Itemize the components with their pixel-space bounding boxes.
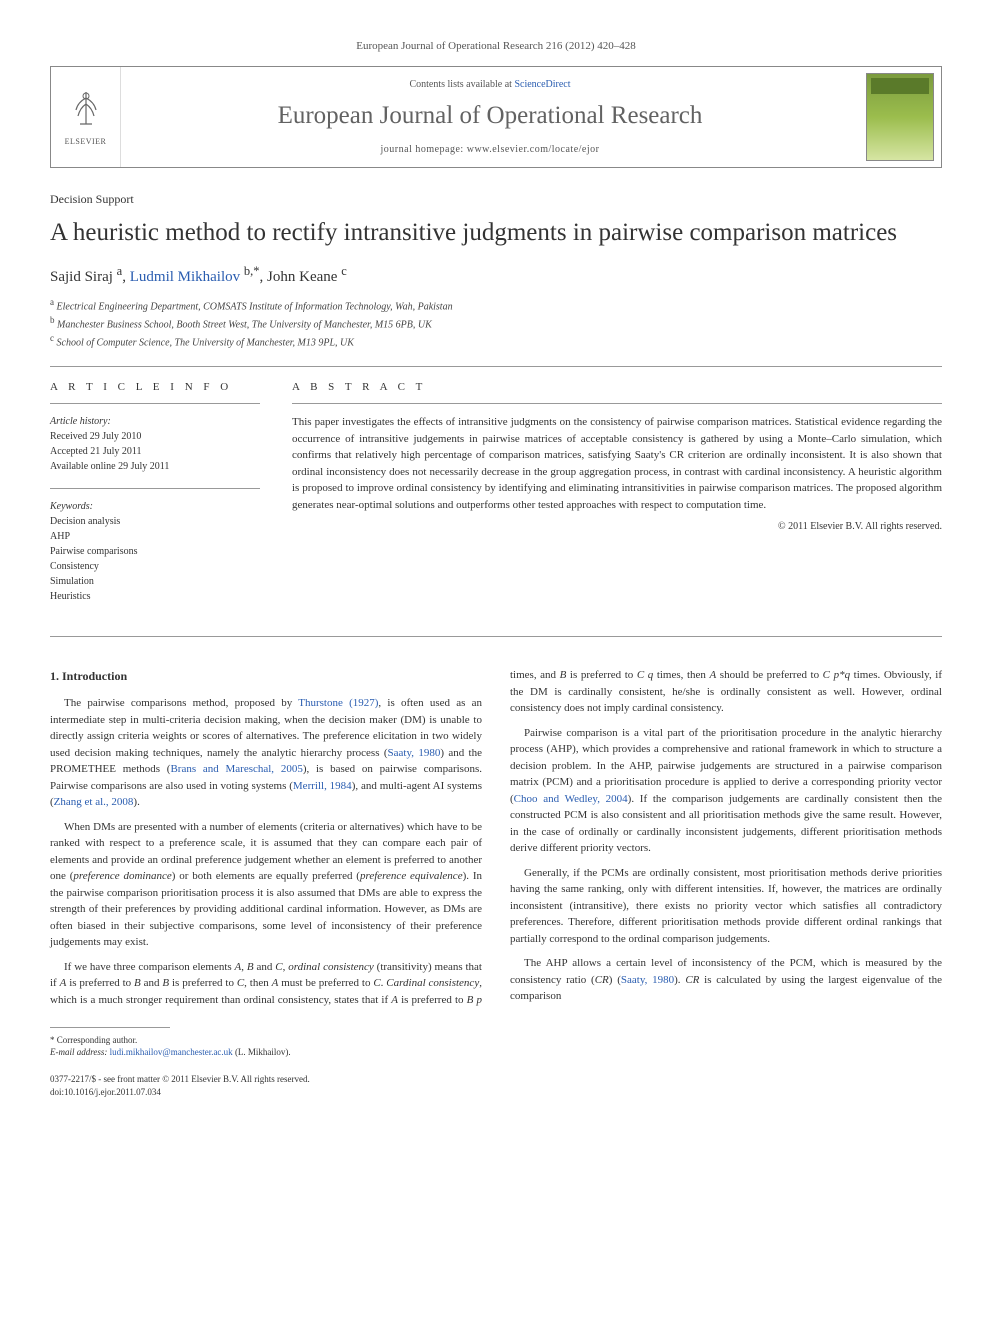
article-info-col: A R T I C L E I N F O Article history: R… xyxy=(50,381,260,618)
divider-rule xyxy=(50,636,942,637)
keywords-label: Keywords: xyxy=(50,499,260,514)
article-info-heading: A R T I C L E I N F O xyxy=(50,381,260,393)
issn-line: 0377-2217/$ - see front matter © 2011 El… xyxy=(50,1073,310,1086)
sciencedirect-link[interactable]: ScienceDirect xyxy=(514,79,570,90)
contents-available-line: Contents lists available at ScienceDirec… xyxy=(131,79,849,90)
history-label: Article history: xyxy=(50,414,260,429)
keyword-item: Heuristics xyxy=(50,589,260,604)
footer-left: 0377-2217/$ - see front matter © 2011 El… xyxy=(50,1073,310,1098)
history-online: Available online 29 July 2011 xyxy=(50,459,260,474)
affiliations-block: a Electrical Engineering Department, COM… xyxy=(50,296,942,351)
journal-name: European Journal of Operational Research xyxy=(131,102,849,130)
body-paragraph: Pairwise comparison is a vital part of t… xyxy=(510,725,942,857)
divider-rule xyxy=(50,366,942,367)
abstract-copyright: © 2011 Elsevier B.V. All rights reserved… xyxy=(292,521,942,532)
author-email-link[interactable]: ludi.mikhailov@manchester.ac.uk xyxy=(110,1047,233,1057)
homepage-label: journal homepage: xyxy=(381,144,467,155)
section-1-heading: 1. Introduction xyxy=(50,667,482,685)
elsevier-logo: ELSEVIER xyxy=(65,88,107,146)
corresponding-author-note: * Corresponding author. xyxy=(50,1034,942,1047)
affiliation-line: b Manchester Business School, Booth Stre… xyxy=(50,314,942,332)
publisher-logo-cell: ELSEVIER xyxy=(51,67,121,167)
abstract-col: A B S T R A C T This paper investigates … xyxy=(292,381,942,618)
journal-homepage-line: journal homepage: www.elsevier.com/locat… xyxy=(131,144,849,155)
publisher-name: ELSEVIER xyxy=(65,137,107,146)
body-paragraph: Generally, if the PCMs are ordinally con… xyxy=(510,865,942,948)
body-paragraph: The pairwise comparisons method, propose… xyxy=(50,695,482,811)
homepage-url[interactable]: www.elsevier.com/locate/ejor xyxy=(467,144,600,155)
article-history-block: Article history: Received 29 July 2010 A… xyxy=(50,414,260,474)
keyword-item: Pairwise comparisons xyxy=(50,544,260,559)
keyword-item: Decision analysis xyxy=(50,514,260,529)
header-center: Contents lists available at ScienceDirec… xyxy=(121,67,859,167)
body-section: 1. Introduction The pairwise comparisons… xyxy=(50,667,942,1010)
keyword-item: AHP xyxy=(50,529,260,544)
email-suffix: (L. Mikhailov). xyxy=(233,1047,291,1057)
affiliation-line: a Electrical Engineering Department, COM… xyxy=(50,296,942,314)
contents-prefix: Contents lists available at xyxy=(409,79,514,90)
article-section-label: Decision Support xyxy=(50,192,942,207)
two-column-body: 1. Introduction The pairwise comparisons… xyxy=(50,667,942,1010)
journal-header-box: ELSEVIER Contents lists available at Sci… xyxy=(50,66,942,168)
affiliation-line: c School of Computer Science, The Univer… xyxy=(50,332,942,350)
keyword-item: Consistency xyxy=(50,559,260,574)
authors-line: Sajid Siraj a, Ludmil Mikhailov b,*, Joh… xyxy=(50,264,942,286)
history-accepted: Accepted 21 July 2011 xyxy=(50,444,260,459)
abstract-text: This paper investigates the effects of i… xyxy=(292,414,942,513)
history-received: Received 29 July 2010 xyxy=(50,429,260,444)
doi-line: doi:10.1016/j.ejor.2011.07.034 xyxy=(50,1086,310,1099)
page-footer: 0377-2217/$ - see front matter © 2011 El… xyxy=(50,1073,942,1098)
keywords-block: Keywords: Decision analysis AHP Pairwise… xyxy=(50,499,260,604)
abstract-heading: A B S T R A C T xyxy=(292,381,942,393)
info-abstract-row: A R T I C L E I N F O Article history: R… xyxy=(50,381,942,618)
article-title: A heuristic method to rectify intransiti… xyxy=(50,217,942,250)
body-paragraph: When DMs are presented with a number of … xyxy=(50,819,482,951)
elsevier-tree-icon xyxy=(66,88,106,128)
footnotes-block: * Corresponding author. E-mail address: … xyxy=(50,1034,942,1059)
cover-thumb-cell xyxy=(859,67,941,167)
journal-reference: European Journal of Operational Research… xyxy=(50,40,942,52)
journal-cover-thumbnail xyxy=(866,73,934,161)
footnote-separator xyxy=(50,1027,170,1028)
email-line: E-mail address: ludi.mikhailov@mancheste… xyxy=(50,1046,942,1059)
body-paragraph: The AHP allows a certain level of incons… xyxy=(510,955,942,1005)
email-label: E-mail address: xyxy=(50,1047,110,1057)
keyword-item: Simulation xyxy=(50,574,260,589)
